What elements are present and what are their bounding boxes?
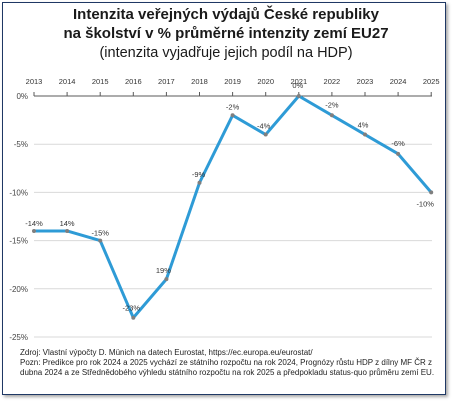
y-tick-label: -20% <box>9 285 28 294</box>
x-tick-label: 2013 <box>26 77 43 86</box>
x-tick-label: 2016 <box>125 77 142 86</box>
y-tick-label: -5% <box>14 140 28 149</box>
data-point <box>98 238 103 243</box>
data-point <box>396 151 401 156</box>
data-point <box>131 315 136 320</box>
x-tick-label: 2018 <box>191 77 208 86</box>
source-note: Zdroj: Vlastní výpočty D. Münich na date… <box>20 348 313 357</box>
chart-subtitle: (intenzita vyjadřuje jejich podíl na HDP… <box>99 45 353 61</box>
x-tick-label: 2021 <box>290 77 307 86</box>
x-tick-label: 2019 <box>224 77 241 86</box>
data-label: -23% <box>123 304 141 313</box>
series-line <box>34 94 433 320</box>
data-point <box>65 228 70 233</box>
data-label: -14% <box>25 219 43 228</box>
x-tick-label: 2015 <box>92 77 109 86</box>
data-point <box>164 277 169 282</box>
y-tick-label: -10% <box>9 188 28 197</box>
y-tick-label: -15% <box>9 237 28 246</box>
data-point <box>32 228 36 233</box>
data-label: -15% <box>91 229 109 238</box>
data-label: -9% <box>192 170 206 179</box>
data-point <box>363 132 367 137</box>
data-point <box>429 190 434 195</box>
chart-frame <box>2 2 446 395</box>
data-label: -2% <box>226 102 240 111</box>
data-point <box>230 113 235 118</box>
data-label: -4% <box>257 122 271 131</box>
data-point <box>329 113 334 118</box>
prediction-note: Pozn: Predikce pro rok 2024 a 2025 vychá… <box>20 358 435 377</box>
data-label: -6% <box>391 139 405 148</box>
x-tick-label: 2023 <box>357 77 374 86</box>
chart-title-line-1: Intenzita veřejných výdajů České republi… <box>73 6 379 23</box>
x-tick-label: 2022 <box>324 77 341 86</box>
data-label: 0% <box>292 81 303 90</box>
x-tick-label: 2020 <box>257 77 274 86</box>
x-tick-label: 2024 <box>390 77 407 86</box>
y-tick-label: 0% <box>16 92 28 101</box>
y-tick-label: -25% <box>9 333 28 342</box>
data-point <box>263 132 268 137</box>
x-tick-label: 2017 <box>158 77 175 86</box>
x-tick-label: 2025 <box>423 77 440 86</box>
chart-title-line-2: na školství v % průměrné intenzity zemí … <box>63 25 389 42</box>
data-label: 4% <box>358 121 369 130</box>
data-label: 19% <box>156 266 171 275</box>
data-point <box>296 94 301 98</box>
data-label: -2% <box>325 100 339 109</box>
data-label: -10% <box>416 199 434 208</box>
x-tick-label: 2014 <box>59 77 76 86</box>
data-label: 14% <box>60 219 75 228</box>
data-point <box>197 180 202 185</box>
